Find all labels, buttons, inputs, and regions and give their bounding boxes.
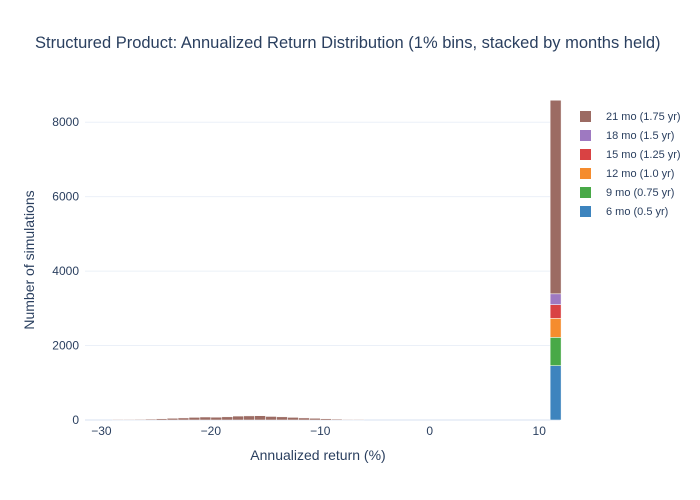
bar xyxy=(221,416,234,421)
bar xyxy=(177,417,190,421)
legend-item[interactable]: 18 mo (1.5 yr) xyxy=(580,126,681,145)
legend-label: 9 mo (0.75 yr) xyxy=(606,186,675,199)
bar xyxy=(254,415,266,421)
bar xyxy=(134,419,146,421)
bar xyxy=(155,418,168,421)
x-tick-label: 0 xyxy=(426,424,433,438)
y-tick-label: 0 xyxy=(72,413,79,427)
legend-swatch xyxy=(580,168,591,179)
x-tick-label: −20 xyxy=(201,424,222,438)
legend-label: 6 mo (0.5 yr) xyxy=(606,205,669,218)
y-axis-title: Number of simulations xyxy=(21,190,37,329)
x-tick-label: 10 xyxy=(533,424,547,438)
legend-swatch xyxy=(580,130,591,141)
bar xyxy=(276,416,288,421)
legend-item[interactable]: 6 mo (0.5 yr) xyxy=(580,202,681,221)
bar xyxy=(144,418,157,421)
legend-swatch xyxy=(580,149,591,160)
bar xyxy=(112,419,124,421)
bar xyxy=(287,417,299,421)
x-axis-title: Annualized return (%) xyxy=(250,447,385,463)
bar xyxy=(549,337,562,366)
y-tick-label: 4000 xyxy=(52,264,79,278)
legend-swatch xyxy=(580,187,591,198)
bar xyxy=(331,418,343,421)
x-tick-label: −30 xyxy=(91,424,112,438)
chart-title: Structured Product: Annualized Return Di… xyxy=(35,34,661,52)
y-tick-label: 2000 xyxy=(52,339,79,353)
bar xyxy=(232,415,244,421)
bar xyxy=(210,416,223,421)
legend-swatch xyxy=(580,111,591,122)
axis-layer: 0 2000 4000 6000 8000 −30 −20 −10 0 10 xyxy=(52,115,546,438)
bar xyxy=(352,419,365,421)
legend-swatch xyxy=(580,206,591,217)
x-tick-label: −10 xyxy=(310,424,331,438)
bar xyxy=(341,419,354,421)
legend-item[interactable]: 9 mo (0.75 yr) xyxy=(580,183,681,202)
legend-item[interactable]: 12 mo (1.0 yr) xyxy=(580,164,681,183)
bar xyxy=(188,417,201,421)
bar xyxy=(549,365,562,421)
legend-label: 18 mo (1.5 yr) xyxy=(606,129,675,142)
bar xyxy=(309,418,321,421)
grid-layer xyxy=(85,121,560,421)
bar xyxy=(320,418,332,421)
bar xyxy=(549,100,562,295)
bar xyxy=(549,304,562,319)
legend-label: 15 mo (1.25 yr) xyxy=(606,148,681,161)
legend-label: 12 mo (1.0 yr) xyxy=(606,167,675,180)
bar xyxy=(243,415,255,421)
bar xyxy=(298,417,310,421)
y-tick-label: 8000 xyxy=(52,115,79,129)
bar xyxy=(199,416,212,421)
bar xyxy=(549,293,562,305)
y-tick-label: 6000 xyxy=(52,190,79,204)
bar xyxy=(123,419,135,421)
legend-item[interactable]: 21 mo (1.75 yr) xyxy=(580,107,681,126)
legend-item[interactable]: 15 mo (1.25 yr) xyxy=(580,145,681,164)
bar-layer xyxy=(112,100,562,421)
legend: 21 mo (1.75 yr) 18 mo (1.5 yr) 15 mo (1.25… xyxy=(580,107,681,221)
bar xyxy=(166,418,179,421)
legend-label: 21 mo (1.75 yr) xyxy=(606,110,681,123)
bar xyxy=(265,416,277,421)
bar xyxy=(549,318,562,338)
